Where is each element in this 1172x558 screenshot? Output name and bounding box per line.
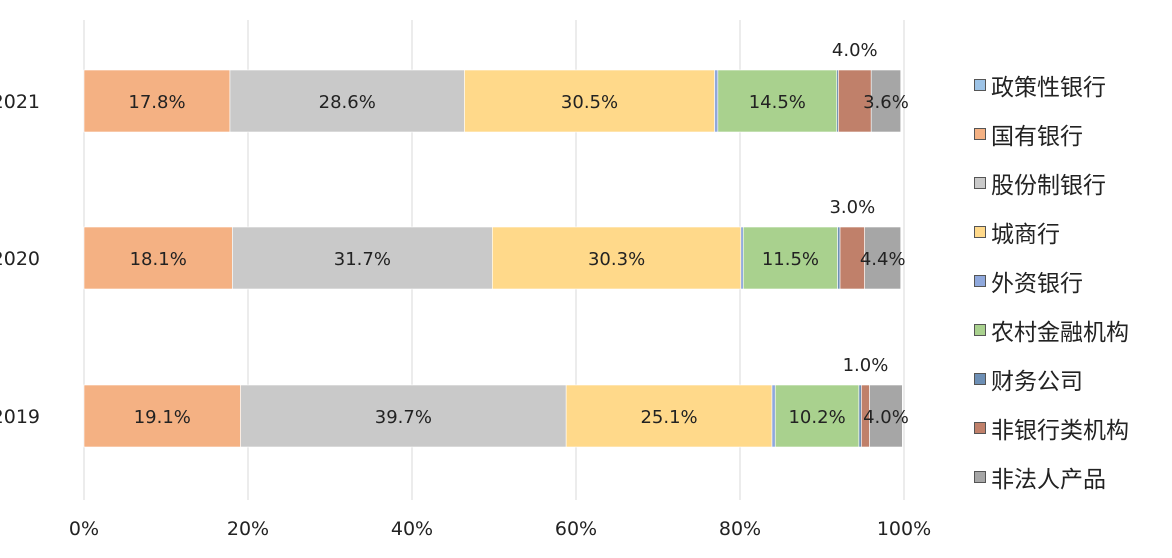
data-label: 3.0% (829, 197, 875, 218)
category-label: 2019 (0, 406, 40, 428)
legend-item: 财务公司 (974, 354, 1164, 403)
bar-segment (837, 226, 841, 290)
legend-item: 非银行类机构 (974, 403, 1164, 452)
legend-item: 农村金融机构 (974, 305, 1164, 354)
bar-segment (714, 69, 719, 133)
legend-item: 外资银行 (974, 256, 1164, 305)
legend-swatch (974, 274, 986, 287)
legend-swatch (974, 78, 986, 91)
legend-swatch (974, 470, 986, 483)
data-label: 25.1% (640, 407, 697, 428)
legend-label: 非银行类机构 (991, 417, 1129, 444)
data-label: 19.1% (134, 407, 191, 428)
bar-segment (839, 226, 865, 290)
legend-swatch (974, 372, 986, 385)
bar-segment (774, 384, 860, 448)
data-label: 18.1% (130, 249, 187, 270)
data-labels: 17.8% 28.6% 30.5% 14.5% 4.0% 3.6% 18.1% 31.7% 30… (128, 40, 908, 428)
bar-segment (870, 69, 902, 133)
data-label: 14.5% (749, 92, 806, 113)
data-label: 10.2% (788, 407, 845, 428)
x-tick-label: 20% (227, 518, 269, 540)
legend-label: 城商行 (991, 221, 1060, 248)
bar-segment (232, 226, 493, 290)
x-tick-label: 0% (69, 518, 99, 540)
legend-swatch (974, 127, 986, 140)
x-tick-label: 80% (719, 518, 761, 540)
legend-label: 外资银行 (991, 270, 1083, 297)
bar-segment (742, 226, 838, 290)
bar-segment (83, 69, 231, 133)
bar-segments (83, 69, 903, 448)
legend-item: 政策性银行 (974, 60, 1164, 109)
legend-swatch (974, 176, 986, 189)
x-tick-label: 100% (877, 518, 931, 540)
category-label: 2020 (0, 248, 40, 270)
bar-segment (464, 69, 715, 133)
data-label: 30.3% (588, 249, 645, 270)
bar-segment (869, 384, 903, 448)
legend-label: 非法人产品 (991, 466, 1106, 493)
value-axis: 0% 20% 40% 60% 80% 100% (69, 518, 931, 540)
legend-item: 城商行 (974, 207, 1164, 256)
data-label: 4.0% (863, 407, 909, 428)
legend-swatch (974, 323, 986, 336)
data-label: 31.7% (334, 249, 391, 270)
data-label: 3.6% (863, 92, 909, 113)
x-tick-label: 40% (391, 518, 433, 540)
data-label: 1.0% (843, 355, 889, 376)
legend-label: 政策性银行 (991, 74, 1106, 101)
data-label: 39.7% (375, 407, 432, 428)
data-label: 28.6% (319, 92, 376, 113)
bar-segment (492, 226, 742, 290)
data-label: 30.5% (561, 92, 618, 113)
bar-segment (240, 384, 567, 448)
legend-label: 国有银行 (991, 123, 1083, 150)
legend: 政策性银行国有银行股份制银行城商行外资银行农村金融机构 财务公司非银行类机构 非法人… (974, 60, 1164, 501)
bar-segment (838, 69, 872, 133)
bar-segment (565, 384, 773, 448)
bar-segment (858, 384, 862, 448)
x-tick-label: 60% (555, 518, 597, 540)
legend-item: 国有银行 (974, 109, 1164, 158)
data-label: 11.5% (762, 249, 819, 270)
legend-item: 股份制银行 (974, 158, 1164, 207)
data-label: 17.8% (128, 92, 185, 113)
legend-swatch (974, 225, 986, 238)
bar-segment (864, 226, 902, 290)
legend-label: 股份制银行 (991, 172, 1106, 199)
data-label: 4.0% (832, 40, 878, 61)
category-label: 2021 (0, 91, 40, 113)
legend-label: 农村金融机构 (991, 319, 1129, 346)
legend-label: 财务公司 (991, 368, 1083, 395)
legend-swatch (974, 421, 986, 434)
bar-segment (740, 226, 744, 290)
category-axis: 2021 2020 2019 (0, 91, 40, 428)
legend-item: 非法人产品 (974, 452, 1164, 501)
bar-segment (771, 384, 776, 448)
data-label: 4.4% (860, 249, 906, 270)
bar-segment (717, 69, 838, 133)
